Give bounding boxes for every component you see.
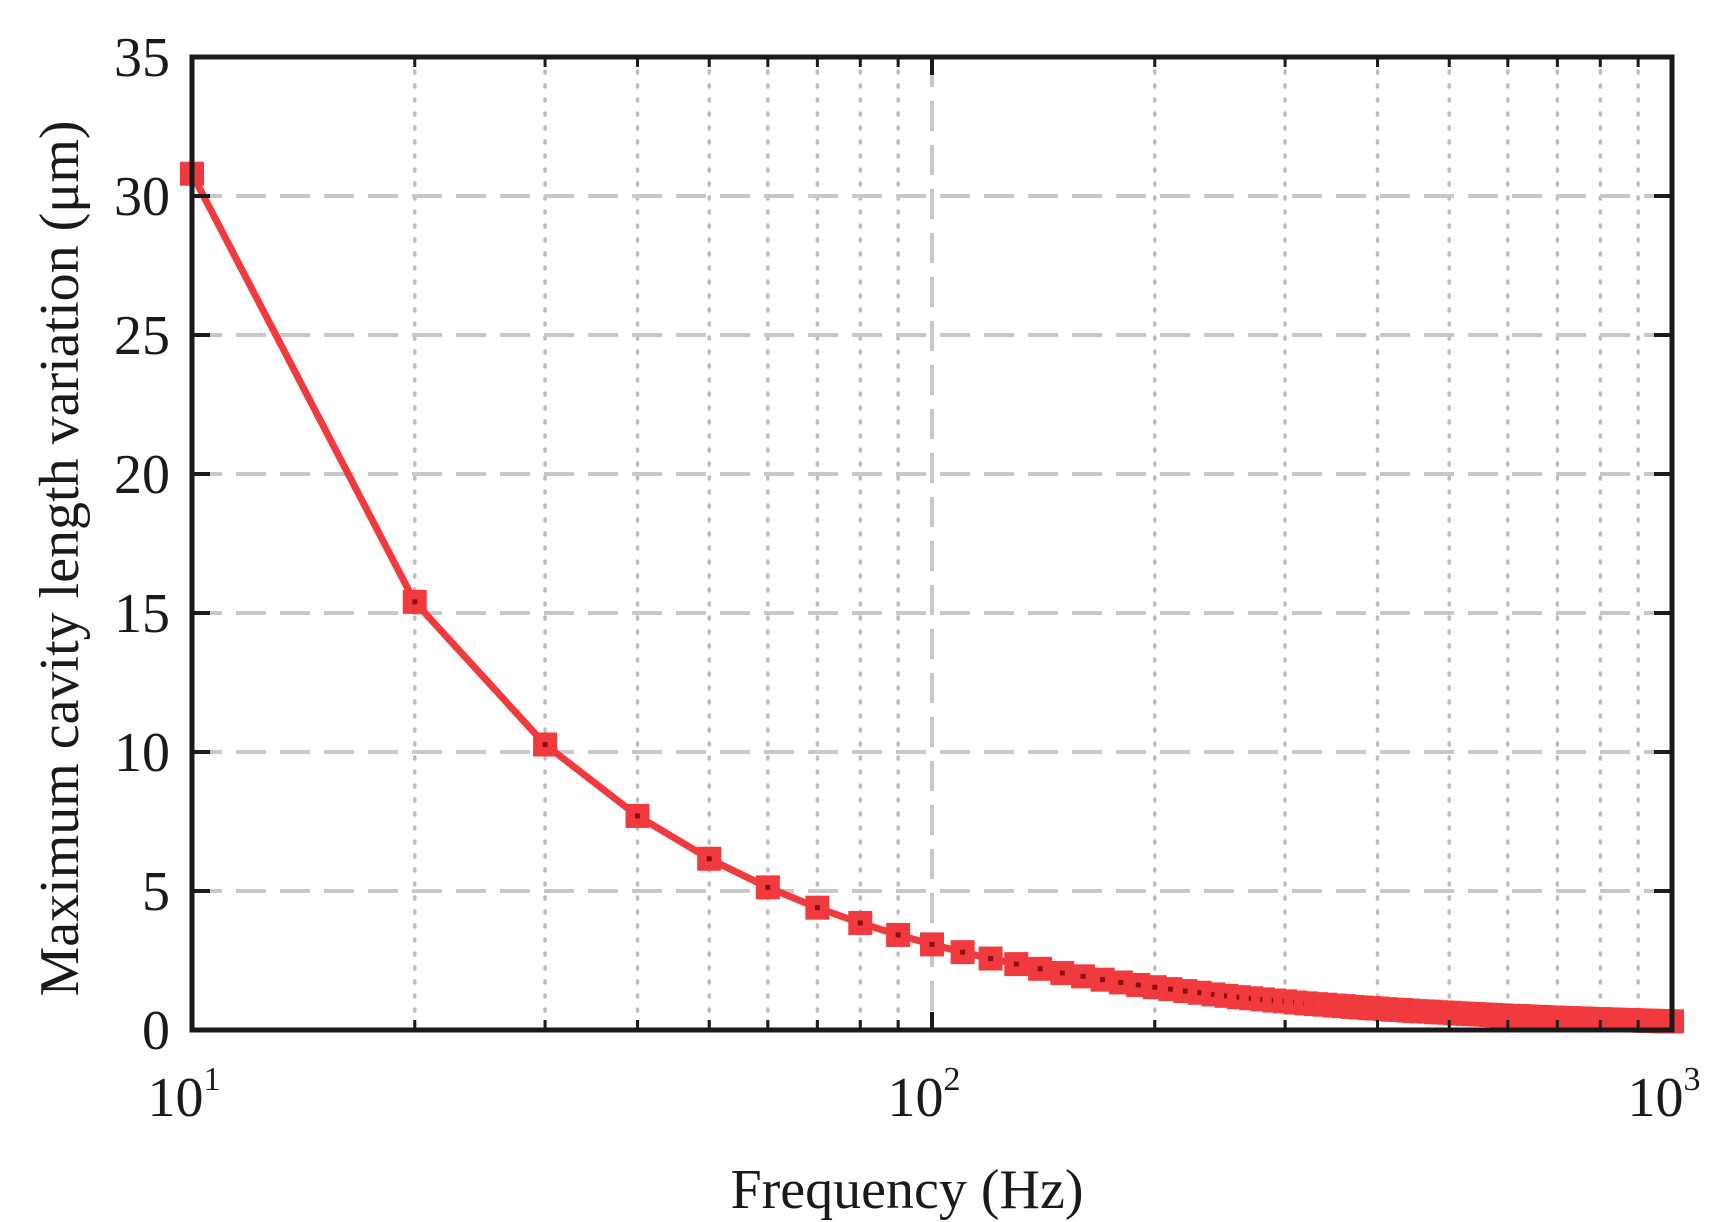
data-point-center <box>707 856 712 861</box>
data-point-center <box>1014 962 1019 967</box>
data-point-center <box>412 599 417 604</box>
data-point-center <box>1168 987 1173 992</box>
y-axis-title: Maximum cavity length variation (μm) <box>29 120 91 996</box>
data-point-center <box>896 932 901 937</box>
x-tick-base: 10 <box>888 1067 944 1129</box>
data-point-center <box>988 956 993 961</box>
x-axis-title: Frequency (Hz) <box>731 1159 1084 1221</box>
y-tick-label: 0 <box>142 1000 170 1062</box>
data-point-center <box>1183 989 1188 994</box>
data-point-center <box>635 813 640 818</box>
data-point-center <box>960 950 965 955</box>
y-tick-label: 5 <box>142 861 170 923</box>
data-point-center <box>543 742 548 747</box>
data-point-center <box>1038 966 1043 971</box>
data-point-center <box>815 905 820 910</box>
x-tick-exponent: 1 <box>204 1061 221 1098</box>
data-point-center <box>930 942 935 947</box>
y-tick-label: 35 <box>114 27 170 89</box>
x-tick-exponent: 2 <box>944 1061 961 1098</box>
data-point-center <box>1081 974 1086 979</box>
y-tick-label: 15 <box>114 583 170 645</box>
data-point-center <box>1152 985 1157 990</box>
y-tick-label: 25 <box>114 305 170 367</box>
x-tick-base: 10 <box>148 1067 204 1129</box>
data-point-center <box>1118 980 1123 985</box>
y-tick-label: 30 <box>114 166 170 228</box>
data-point-center <box>765 885 770 890</box>
y-tick-label: 20 <box>114 444 170 506</box>
x-tick-base: 10 <box>1628 1067 1684 1129</box>
data-point-center <box>1060 971 1065 976</box>
x-tick-exponent: 3 <box>1684 1061 1701 1098</box>
y-tick-label: 10 <box>114 722 170 784</box>
data-point-center <box>858 920 863 925</box>
data-point-center <box>1136 982 1141 987</box>
data-point-center <box>1100 977 1105 982</box>
